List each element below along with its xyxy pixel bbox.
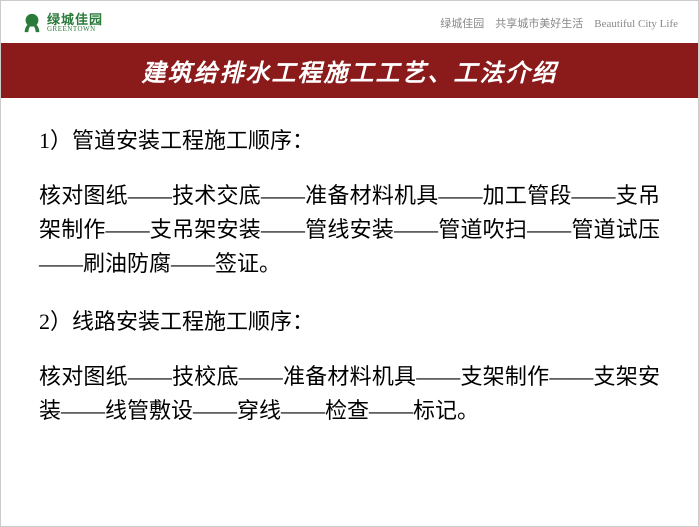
tagline: 绿城佳园 共享城市美好生活 Beautiful City Life [440,15,678,31]
title-text: 建筑给排水工程施工工艺、工法介绍 [142,61,558,87]
logo-icon [21,12,43,34]
section-1-body: 核对图纸——技术交底——准备材料机具——加工管段——支吊架制作——支吊架安装——… [39,179,660,281]
header: 绿城佳园 GREENTOWN 绿城佳园 共享城市美好生活 Beautiful C… [1,1,698,43]
section-2-heading: 2）线路安装工程施工顺序： [39,307,660,338]
section-2-body: 核对图纸——技校底——准备材料机具——支架制作——支架安装——线管敷设——穿线—… [39,360,660,428]
content: 1）管道安装工程施工顺序： 核对图纸——技术交底——准备材料机具——加工管段——… [1,98,698,474]
logo-area: 绿城佳园 GREENTOWN [21,12,103,34]
logo-en: GREENTOWN [47,26,103,33]
section-1-heading: 1）管道安装工程施工顺序： [39,126,660,157]
logo-text: 绿城佳园 GREENTOWN [47,13,103,33]
title-bar: 建筑给排水工程施工工艺、工法介绍 [1,43,698,98]
